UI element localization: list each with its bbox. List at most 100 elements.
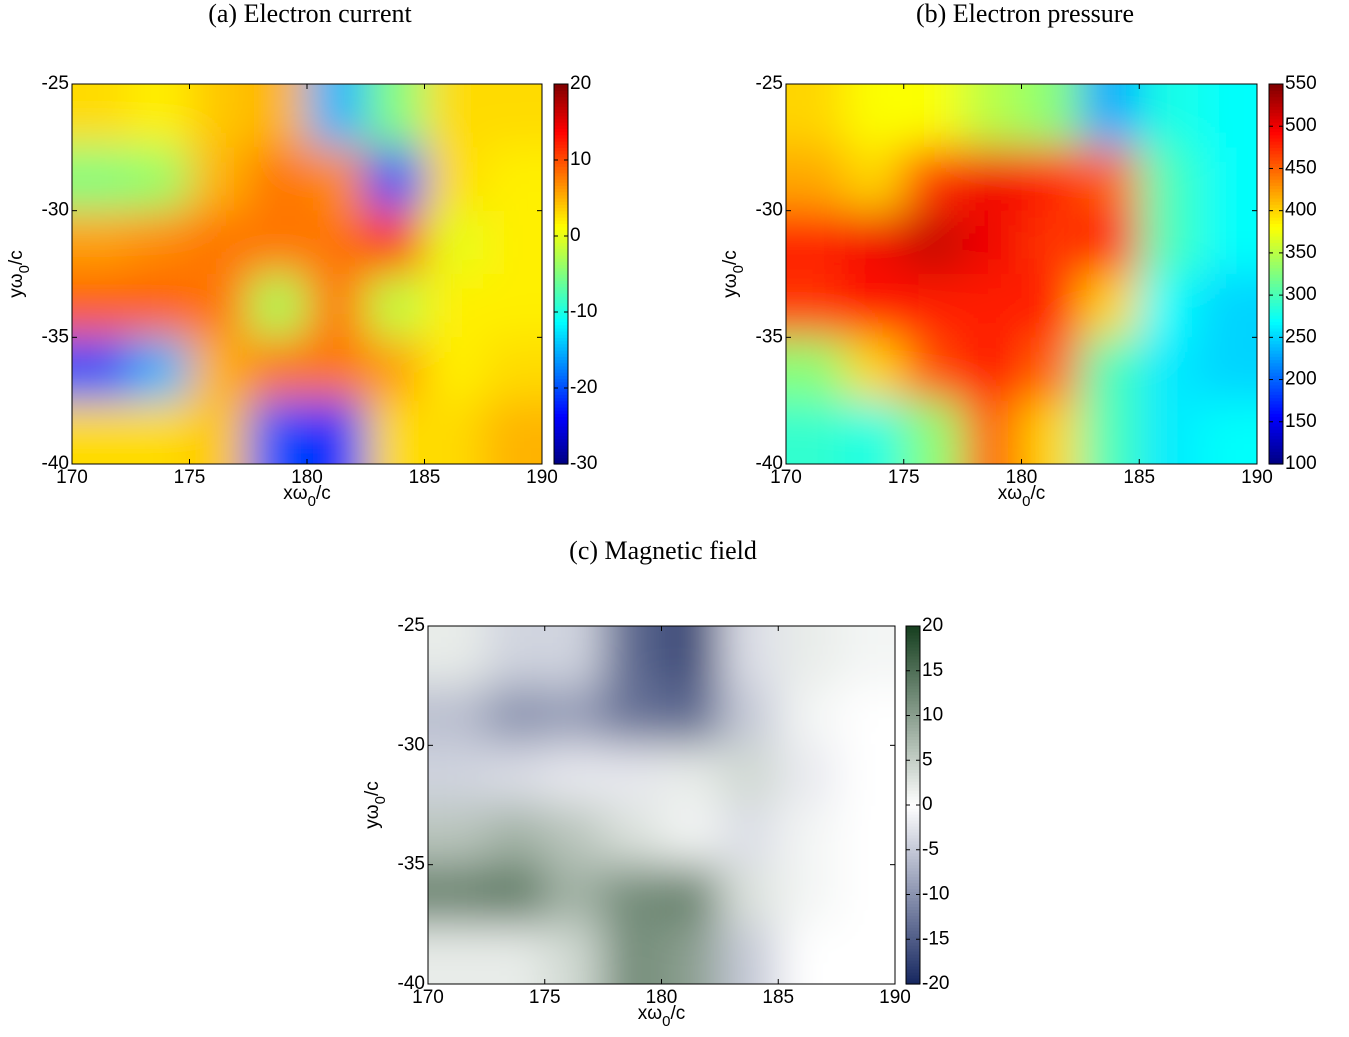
- colorbar-segment: [906, 667, 920, 672]
- colorbar-segment: [554, 248, 568, 253]
- colorbar-segment: [906, 742, 920, 746]
- colorbar-segment: [906, 673, 920, 678]
- heat-cell: [72, 274, 132, 339]
- colorbar-segment: [906, 649, 920, 654]
- heat-cell: [719, 745, 780, 806]
- colorbar-segment: [1269, 422, 1283, 427]
- colorbar-segment: [906, 981, 920, 985]
- x-tick-label: 175: [888, 467, 920, 488]
- heat-cell: [778, 805, 838, 866]
- colorbar-segment: [906, 978, 920, 982]
- colorbar-segment: [554, 375, 568, 380]
- panel-title: (a) Electron current: [208, 0, 412, 28]
- colorbar-segment: [554, 277, 568, 281]
- colorbar-segment: [1269, 318, 1283, 323]
- colorbar-segment: [554, 217, 568, 221]
- colorbar-segment: [554, 308, 568, 313]
- x-tick-label: 170: [770, 467, 802, 488]
- colorbar-segment: [906, 813, 920, 818]
- colorbar-segment: [906, 927, 920, 931]
- heat-cell: [603, 864, 663, 926]
- colorbar-segment: [554, 112, 568, 117]
- heat-cell: [786, 337, 846, 402]
- colorbar-segment: [1269, 191, 1283, 196]
- heat-cell: [903, 337, 964, 402]
- colorbar-segment: [554, 141, 568, 145]
- heat-cell: [1198, 400, 1257, 464]
- colorbar-segment: [1269, 384, 1283, 389]
- heat-cell: [661, 924, 721, 984]
- colorbar-segment: [906, 882, 920, 887]
- colorbar-segment: [906, 718, 920, 723]
- colorbar-segment: [554, 179, 568, 183]
- heat-cell: [486, 805, 546, 866]
- heat-cell: [603, 805, 663, 866]
- heat-cell: [903, 84, 964, 149]
- x-tick-label: 185: [409, 467, 441, 488]
- heat-cell: [248, 84, 308, 149]
- colorbar-segment: [1269, 175, 1283, 180]
- colorbar-segment: [1269, 90, 1283, 95]
- colorbar-segment: [906, 700, 920, 705]
- x-axis-label-part: 0: [308, 493, 316, 510]
- colorbar-segment: [1269, 172, 1283, 177]
- colorbar-segment: [906, 670, 920, 675]
- y-axis-label: yω0/c: [6, 250, 33, 297]
- heat-cell: [1198, 147, 1257, 212]
- heat-cell: [844, 337, 905, 402]
- colorbar-segment: [906, 903, 920, 908]
- colorbar-segment: [1269, 115, 1283, 120]
- y-axis-label: yω0/c: [720, 250, 747, 297]
- colorbar-segment: [1269, 372, 1283, 376]
- colorbar-segment: [554, 172, 568, 177]
- y-tick-label: -25: [756, 73, 783, 94]
- y-axis-label-part: yω: [720, 273, 741, 298]
- heat-cell: [130, 400, 191, 464]
- colorbar-segment: [1269, 163, 1283, 167]
- heat-cell: [1021, 400, 1082, 464]
- y-tick-label: -40: [756, 453, 783, 474]
- heat-cell: [962, 337, 1023, 402]
- colorbar-segment: [554, 410, 568, 414]
- colorbar-segment: [1269, 245, 1283, 250]
- heat-cell: [486, 745, 546, 806]
- heat-cell: [778, 864, 838, 926]
- colorbar-segment: [1269, 93, 1283, 98]
- heat-cell: [786, 84, 846, 149]
- colorbar-tick-label: 5: [922, 749, 933, 770]
- heat-cell: [1139, 147, 1200, 212]
- colorbar-segment: [906, 837, 920, 842]
- x-tick-label: 185: [762, 987, 794, 1008]
- colorbar-segment: [554, 318, 568, 323]
- heat-cell: [1139, 210, 1200, 275]
- heat-cell: [1198, 274, 1257, 339]
- colorbar-segment: [1269, 331, 1283, 335]
- colorbar-segment: [554, 315, 568, 319]
- colorbar-segment: [906, 658, 920, 663]
- heat-cell: [248, 147, 308, 212]
- y-axis-label-part: 0: [16, 265, 33, 273]
- heat-cell: [903, 147, 964, 212]
- colorbar-segment: [554, 153, 568, 158]
- colorbar-segment: [906, 885, 920, 890]
- colorbar-segment: [1269, 299, 1283, 304]
- colorbar-segment: [554, 150, 568, 155]
- colorbar-segment: [906, 831, 920, 836]
- colorbar-segment: [1269, 340, 1283, 345]
- colorbar-segment: [554, 407, 568, 411]
- colorbar-segment: [1269, 324, 1283, 329]
- colorbar-segment: [1269, 267, 1283, 272]
- colorbar-segment: [1269, 134, 1283, 139]
- heat-cell: [903, 400, 964, 464]
- colorbar-segment: [1269, 182, 1283, 186]
- colorbar-segment: [554, 245, 568, 250]
- colorbar-segment: [554, 422, 568, 427]
- colorbar-tick-label: -5: [922, 839, 939, 860]
- heat-cell: [719, 626, 780, 687]
- heat-cell: [483, 210, 542, 275]
- heat-cell: [962, 147, 1023, 212]
- colorbar-segment: [906, 948, 920, 952]
- heat-cell: [72, 400, 132, 464]
- colorbar-segment: [1269, 343, 1283, 348]
- colorbar-segment: [1269, 109, 1283, 114]
